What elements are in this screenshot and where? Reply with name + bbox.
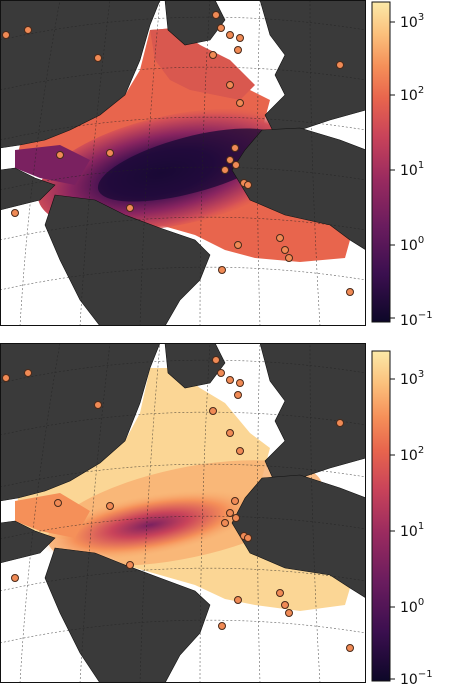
station-marker [56, 151, 64, 159]
station-marker [221, 519, 229, 527]
station-marker [281, 246, 289, 254]
central-america-land [0, 167, 56, 211]
greenland-land [164, 0, 226, 46]
caribbean-field [15, 145, 90, 185]
station-marker [226, 376, 234, 384]
station-marker [285, 609, 293, 617]
station-marker [126, 561, 134, 569]
station-marker [231, 497, 239, 505]
map-frame [0, 0, 366, 326]
caribbean-field [15, 493, 90, 538]
north-america-land [0, 343, 161, 502]
station-marker [94, 401, 102, 409]
station-marker [234, 391, 242, 399]
station-marker [234, 596, 242, 604]
station-marker [2, 374, 10, 382]
station-marker [232, 514, 240, 522]
south-america-land [44, 194, 211, 326]
colorbar-tick-label: 100 [400, 597, 424, 616]
station-marker [24, 26, 32, 34]
station-marker [54, 499, 62, 507]
colorbar-top: 103 102 101 100 10−1 [371, 1, 433, 329]
colorbar-tick-label: 10−1 [400, 310, 433, 329]
station-marker [231, 144, 239, 152]
colorbar-gradient [371, 350, 391, 682]
colorbar-tick-label: 103 [400, 12, 424, 31]
colorbar-tick-label: 103 [400, 369, 424, 388]
station-marker [244, 181, 252, 189]
station-marker [212, 356, 220, 364]
europe-land [259, 0, 366, 136]
europe-land [259, 343, 366, 484]
colorbar-tick-label: 100 [400, 235, 424, 254]
station-marker [226, 81, 234, 89]
observation-markers [2, 11, 354, 296]
station-marker [226, 31, 234, 39]
station-marker [221, 166, 229, 174]
colorbar-tick-label: 101 [400, 160, 424, 179]
station-marker [2, 31, 10, 39]
station-marker [234, 241, 242, 249]
colorbar-bottom: 103 102 101 100 10−1 [371, 350, 433, 687]
station-marker [226, 509, 234, 517]
station-marker [217, 24, 225, 32]
greenland-land [164, 343, 226, 389]
colorbar-tick-label: 10−1 [400, 669, 433, 687]
station-marker [236, 34, 244, 42]
station-marker [285, 254, 293, 262]
station-marker [94, 54, 102, 62]
map-panel-bottom: 103 102 101 100 10−1 [0, 343, 433, 687]
station-marker [218, 622, 226, 630]
station-marker [11, 574, 19, 582]
station-marker [276, 589, 284, 597]
graticule [0, 343, 366, 683]
station-marker [24, 369, 32, 377]
central-america-land [0, 520, 56, 564]
station-marker [336, 61, 344, 69]
station-marker [236, 447, 244, 455]
station-marker [281, 601, 289, 609]
station-marker [236, 99, 244, 107]
map-frame [0, 343, 366, 683]
station-marker [218, 266, 226, 274]
station-marker [217, 369, 225, 377]
station-marker [226, 429, 234, 437]
observation-markers [2, 356, 354, 652]
station-marker [346, 288, 354, 296]
station-marker [106, 149, 114, 157]
station-marker [244, 534, 252, 542]
colorbar-gradient [371, 1, 391, 323]
station-marker [236, 379, 244, 387]
station-marker [234, 46, 242, 54]
land-masses [0, 0, 366, 326]
graticule [0, 0, 366, 326]
station-marker [11, 209, 19, 217]
high-value-band [41, 489, 259, 561]
station-marker [346, 644, 354, 652]
land-masses [0, 343, 366, 683]
colorbar-tick-label: 102 [400, 85, 424, 104]
north-america-land [0, 0, 161, 149]
colorbar-tick-label: 101 [400, 521, 424, 540]
station-marker [232, 161, 240, 169]
station-marker [209, 51, 217, 59]
map-panel-top: 103 102 101 100 10−1 [0, 0, 433, 329]
station-marker [276, 234, 284, 242]
station-marker [212, 11, 220, 19]
station-marker [126, 204, 134, 212]
station-marker [106, 502, 114, 510]
station-marker [336, 419, 344, 427]
colorbar-tick-label: 102 [400, 445, 424, 464]
station-marker [226, 156, 234, 164]
station-marker [209, 407, 217, 415]
